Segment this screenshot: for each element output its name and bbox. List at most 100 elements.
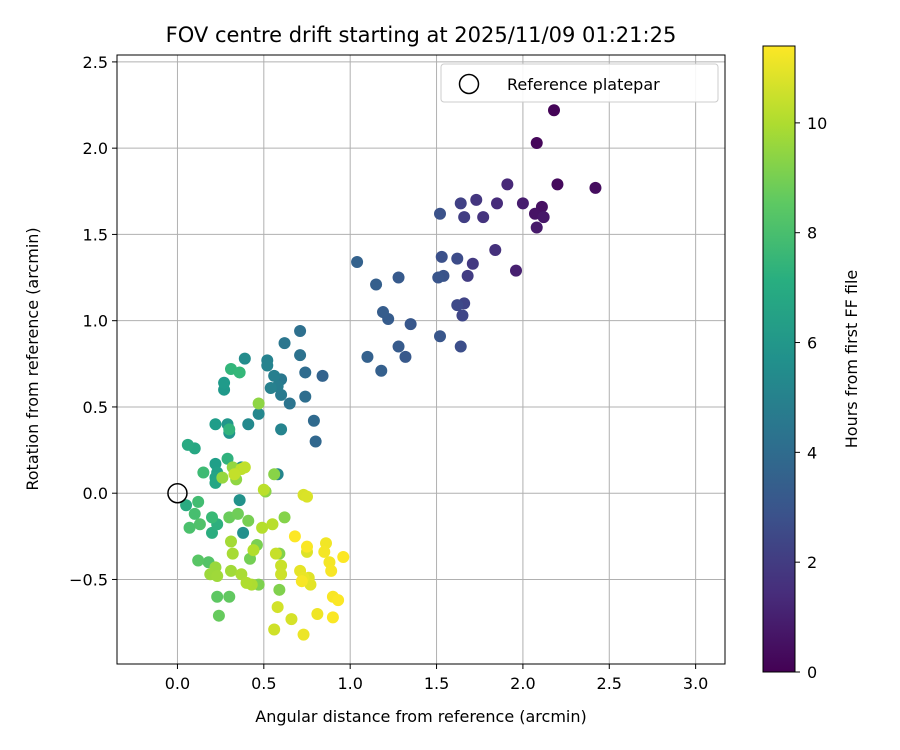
data-point (206, 511, 218, 524)
x-tick-label: 2.5 (597, 674, 622, 693)
data-point (221, 452, 234, 465)
legend-marker-icon (458, 73, 480, 95)
data-point (404, 318, 417, 331)
colorbar-tick-label: 2 (807, 553, 817, 572)
data-point (318, 545, 331, 558)
data-point (278, 337, 291, 350)
y-tick-label: 1.0 (83, 312, 108, 331)
data-point (458, 211, 471, 224)
data-point (551, 178, 564, 191)
data-point (233, 494, 246, 507)
data-point (193, 518, 206, 531)
x-tick-label: 1.0 (337, 674, 362, 693)
data-point (461, 269, 474, 282)
data-point (332, 594, 345, 607)
data-point (311, 607, 324, 620)
data-point (392, 271, 405, 284)
data-point (218, 376, 231, 389)
data-point (491, 197, 503, 210)
colorbar-frame (762, 45, 796, 673)
data-point (266, 518, 279, 531)
data-point (337, 551, 350, 564)
y-tick-label: 0.0 (83, 484, 108, 503)
data-point (392, 340, 405, 353)
legend-box (440, 63, 719, 103)
data-point (257, 483, 270, 496)
data-point (501, 178, 514, 191)
data-point (466, 257, 479, 270)
data-point (188, 507, 201, 520)
data-point (211, 570, 224, 583)
colorbar-tick-label: 8 (807, 224, 817, 243)
data-point (252, 407, 265, 420)
data-point (261, 359, 274, 372)
data-point (316, 369, 329, 382)
data-point (326, 611, 339, 624)
data-point (237, 526, 250, 539)
data-point (530, 221, 543, 234)
data-point (242, 418, 255, 431)
x-tick-label: 2.0 (510, 674, 535, 693)
data-point (180, 499, 193, 512)
data-point (434, 330, 446, 343)
data-point (489, 243, 502, 256)
data-point (299, 390, 312, 403)
x-axis-label: Angular distance from reference (arcmin) (255, 707, 586, 726)
data-point (477, 211, 490, 224)
colorbar: 0 2 4 6 8 10 Hours from first FF file (762, 45, 861, 682)
colorbar-ticks: 0 2 4 6 8 10 (795, 114, 827, 682)
data-point (247, 544, 260, 557)
chart-title: FOV centre drift starting at 2025/11/09 … (166, 23, 677, 47)
reference-point-marker (167, 482, 188, 504)
data-point (211, 590, 224, 603)
y-axis-label: Rotation from reference (arcmin) (23, 227, 42, 490)
data-point (275, 568, 288, 581)
data-point (456, 309, 469, 322)
data-point (197, 466, 210, 479)
data-point (548, 104, 560, 117)
y-tick-label: 1.5 (83, 225, 108, 244)
data-point (225, 535, 237, 548)
data-point (510, 264, 522, 277)
legend-label: Reference platepar (507, 75, 660, 94)
data-point (325, 564, 338, 577)
x-tick-label: 0.5 (251, 674, 276, 693)
data-point (268, 468, 281, 481)
data-point (228, 468, 241, 481)
data-point (209, 418, 222, 431)
data-point (181, 438, 194, 451)
data-point (295, 575, 308, 588)
colorbar-tick-label: 0 (807, 663, 817, 682)
data-point (294, 349, 307, 362)
data-point (451, 252, 464, 265)
data-point (370, 278, 383, 291)
colorbar-label: Hours from first FF file (842, 270, 861, 449)
data-point (225, 564, 237, 577)
data-point (283, 397, 296, 410)
y-tick-label: −0.5 (69, 570, 108, 589)
colorbar-tick-label: 6 (807, 334, 817, 353)
data-point (256, 521, 269, 534)
data-point (192, 495, 205, 508)
data-point (294, 325, 307, 338)
data-point (268, 369, 281, 382)
data-point (278, 511, 291, 524)
x-tick-label: 0.0 (165, 674, 190, 693)
colorbar-tick-label: 10 (807, 114, 827, 133)
data-point (516, 197, 529, 210)
data-points (180, 104, 602, 641)
data-point (231, 507, 244, 520)
data-point (375, 364, 388, 377)
data-point (454, 197, 467, 210)
data-point (223, 423, 236, 436)
data-point (235, 568, 248, 581)
data-point (307, 414, 320, 427)
data-point (589, 181, 602, 194)
data-point (212, 609, 225, 622)
data-point (299, 366, 312, 379)
data-point (361, 350, 374, 363)
data-point (454, 340, 467, 353)
data-point (238, 352, 251, 365)
data-point (216, 471, 229, 484)
data-point (434, 207, 446, 220)
